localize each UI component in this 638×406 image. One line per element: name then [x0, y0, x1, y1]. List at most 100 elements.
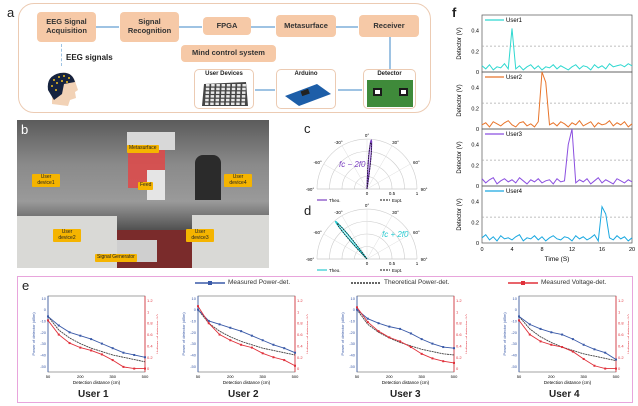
- y-tick-label: 0: [476, 127, 479, 133]
- measured-voltage-point: [431, 357, 434, 360]
- left-tick-label: 10: [192, 296, 197, 301]
- left-tick-label: -40: [349, 352, 356, 357]
- measured-power-point: [100, 342, 103, 345]
- distance-chart-user2: 10 0 -10 -20 -30 -40 -50 0 0.2 0.4 0.6 0.8 1 1.2 50 200…: [181, 295, 308, 385]
- x-tick-label: 200: [548, 374, 555, 379]
- formula-label: fc + 2f0: [382, 230, 409, 239]
- led: [221, 87, 225, 91]
- measured-voltage-point: [261, 352, 264, 355]
- left-tick-label: 0: [515, 307, 518, 312]
- theoretical-beam: [366, 139, 373, 190]
- right-tick-label: 1: [618, 309, 621, 314]
- polar-spoke: [323, 163, 368, 190]
- left-axis-label: Power of detector (dBm): [502, 312, 507, 356]
- measured-voltage-point: [47, 319, 49, 322]
- measured-voltage-line: [197, 305, 296, 367]
- right-axis-label: Voltage of detector (V): [464, 313, 467, 353]
- measured-voltage-point: [283, 359, 286, 362]
- left-tick-label: -10: [349, 318, 356, 323]
- subplot-frame: [481, 185, 633, 244]
- radial-tick: 1: [416, 261, 419, 266]
- x-tick-label: 200: [386, 374, 393, 379]
- left-tick-label: -20: [40, 330, 47, 335]
- measured-power-point: [366, 317, 369, 320]
- measured-voltage-point: [399, 340, 402, 343]
- led: [215, 102, 219, 105]
- led: [231, 102, 235, 105]
- right-tick-label: 1.2: [618, 298, 624, 303]
- x-tick-label: 500: [142, 374, 149, 379]
- arduino-label: Arduino: [294, 71, 318, 77]
- measured-power-line: [197, 309, 296, 354]
- x-tick-label: 50: [517, 374, 522, 379]
- x-tick-label: 4: [510, 247, 513, 253]
- left-tick-label: -50: [190, 364, 197, 369]
- measured-power-point: [399, 327, 402, 330]
- y-tick-label: 0: [476, 70, 479, 76]
- measured-power-point: [550, 331, 553, 334]
- angle-tick: -30°: [334, 210, 343, 215]
- x-tick-label: 500: [613, 374, 620, 379]
- right-tick-label: 0.4: [297, 343, 303, 348]
- measured-power-point: [561, 333, 564, 336]
- measured-power-point: [604, 351, 607, 354]
- y-tick-label: 0.2: [471, 49, 479, 55]
- led: [220, 102, 225, 105]
- led: [215, 95, 220, 98]
- y-tick-label: 0.4: [471, 29, 479, 35]
- left-tick-label: -40: [190, 352, 197, 357]
- led: [226, 87, 231, 91]
- user-label: User 4: [549, 389, 580, 400]
- right-tick-label: 1: [456, 309, 459, 314]
- legend-theoretical-power: Theoretical Power-det.: [351, 279, 449, 286]
- led: [225, 102, 230, 105]
- measured-voltage-point: [582, 357, 585, 360]
- panel-label-c: c: [304, 121, 311, 136]
- right-tick-label: 0.6: [456, 332, 462, 337]
- block-signal-recognition: Signal Recognition: [120, 12, 179, 42]
- left-axis-label: Power of detector (dBm): [181, 312, 186, 356]
- led: [237, 87, 241, 91]
- led: [241, 98, 246, 102]
- arrow-icon: [255, 89, 275, 91]
- led: [236, 91, 241, 94]
- measured-voltage-point: [518, 319, 520, 322]
- led: [231, 95, 235, 98]
- left-tick-label: 0: [44, 307, 47, 312]
- led: [205, 102, 209, 105]
- right-tick-label: 0.8: [147, 321, 153, 326]
- led: [216, 84, 220, 87]
- led: [236, 102, 240, 105]
- measured-voltage-point: [272, 356, 275, 359]
- arrow-icon: [96, 26, 119, 28]
- measured-voltage-point: [229, 339, 232, 342]
- arrow-icon: [338, 89, 362, 91]
- measured-voltage-point: [57, 333, 60, 336]
- radial-tick: 0: [366, 261, 369, 266]
- tag-user-device1: User device1: [32, 174, 60, 187]
- plot-frame: [197, 295, 296, 373]
- led: [231, 91, 236, 94]
- angle-tick: 30°: [392, 140, 399, 145]
- right-tick-label: 0.4: [147, 343, 153, 348]
- x-axis-label: Detection distance (cm): [73, 380, 121, 385]
- right-tick-label: 0: [618, 366, 621, 371]
- left-axis-label: Power of detector (dBm): [340, 312, 345, 356]
- right-tick-label: 0.2: [147, 355, 153, 360]
- led: [226, 91, 230, 94]
- panel-label-d: d: [304, 203, 312, 218]
- y-tick-label: 0: [476, 241, 479, 247]
- right-tick-label: 1.2: [147, 298, 153, 303]
- measured-power-point: [79, 334, 82, 337]
- angle-tick: -60°: [313, 230, 322, 235]
- measured-power-point: [571, 338, 574, 341]
- left-axis-label: Power of detector (dBm): [31, 312, 36, 356]
- left-tick-label: -50: [40, 364, 47, 369]
- measured-power-point: [197, 308, 199, 311]
- measured-voltage-point: [207, 322, 210, 325]
- measured-power-point: [133, 353, 136, 356]
- measured-voltage-point: [240, 343, 243, 346]
- measured-power-point: [218, 323, 221, 326]
- led: [216, 91, 220, 94]
- measured-voltage-point: [68, 342, 71, 345]
